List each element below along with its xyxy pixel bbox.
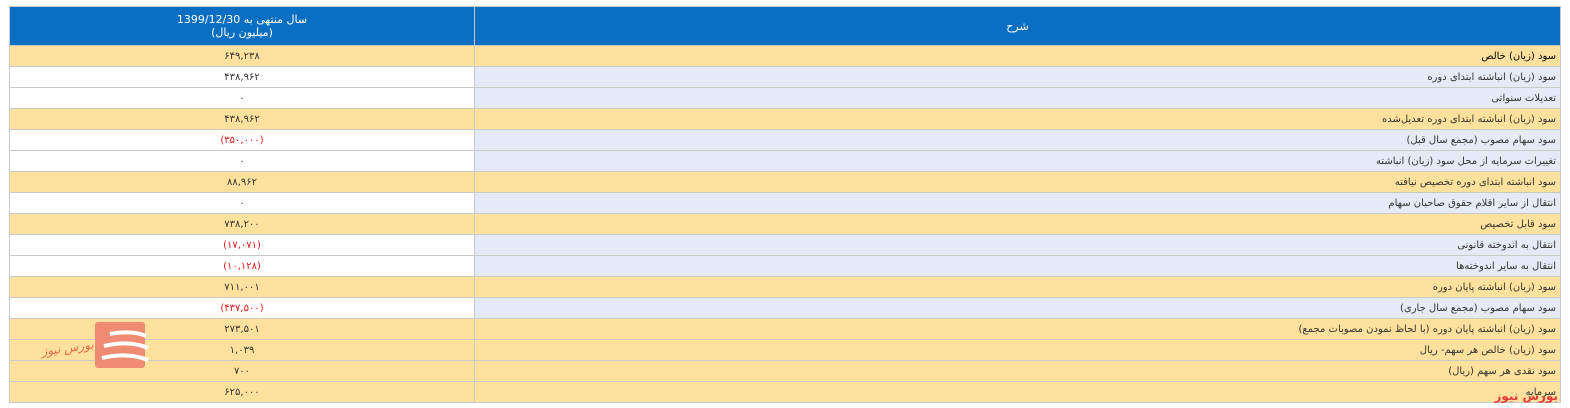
row-value: (۴۳۷,۵۰۰)	[9, 297, 475, 319]
description-column-header: شرح	[474, 6, 1561, 46]
table-row: ۸۸,۹۶۲ سود انباشته ابتدای دوره تخصیص نیاف…	[9, 171, 1561, 193]
row-value: ۷۱۱,۰۰۱	[9, 276, 475, 298]
bourse-news-logo-icon: بورس نیوز	[40, 322, 149, 368]
table-row: ۴۳۸,۹۶۲ سود (زیان) انباشته ابتدای دوره	[9, 66, 1561, 88]
row-value: ۶۴۹,۲۳۸	[9, 45, 475, 67]
row-value: ۴۳۸,۹۶۲	[9, 108, 475, 130]
row-label: سرمایه	[474, 381, 1561, 403]
row-label: سود (زیان) انباشته ابتدای دوره تعدیل‌شده	[474, 108, 1561, 130]
table-row: (۳۵۰,۰۰۰) سود سهام مصوب (مجمع سال قبل)	[9, 129, 1561, 151]
table-header-row: سال منتهی به 1399/12/30 (میلیون ریال) شر…	[9, 6, 1561, 46]
row-value: ۰	[9, 150, 475, 172]
row-label: سود قابل تخصیص	[474, 213, 1561, 235]
retained-earnings-table: سال منتهی به 1399/12/30 (میلیون ریال) شر…	[9, 6, 1561, 403]
table-row: ۲۷۳,۵۰۱ سود (زیان) انباشته پایان دوره (با…	[9, 318, 1561, 340]
watermark-text: بورس نیوز	[1494, 389, 1558, 403]
table-row: ۷۱۱,۰۰۱ سود (زیان) انباشته پایان دوره	[9, 276, 1561, 298]
row-label: سود (زیان) انباشته پایان دوره	[474, 276, 1561, 298]
logo-text: بورس نیوز	[40, 337, 95, 359]
table-row: ۴۳۸,۹۶۲ سود (زیان) انباشته ابتدای دوره تع…	[9, 108, 1561, 130]
table-row: (۱۰,۱۲۸) انتقال به سایر اندوخته‌ها	[9, 255, 1561, 277]
value-column-header: سال منتهی به 1399/12/30 (میلیون ریال)	[9, 6, 475, 46]
row-label: انتقال به اندوخته قانونی	[474, 234, 1561, 256]
row-value: (۳۵۰,۰۰۰)	[9, 129, 475, 151]
row-value: ۰	[9, 87, 475, 109]
row-value: ۸۸,۹۶۲	[9, 171, 475, 193]
table-row: ۱,۰۳۹ سود (زیان) خالص هر سهم- ریال	[9, 339, 1561, 361]
value-column-header-line1: سال منتهی به 1399/12/30	[176, 13, 308, 26]
row-label: تغییرات سرمایه از محل سود (زیان) انباشته	[474, 150, 1561, 172]
table-row: ۰ تغییرات سرمایه از محل سود (زیان) انباشت…	[9, 150, 1561, 172]
table-row: (۱۷,۰۷۱) انتقال به اندوخته قانونی	[9, 234, 1561, 256]
table-row: ۶۴۹,۲۳۸ سود (زیان) خالص	[9, 45, 1561, 67]
row-label: تعدیلات سنواتی	[474, 87, 1561, 109]
row-label: سود سهام مصوب (مجمع سال قبل)	[474, 129, 1561, 151]
row-value: ۴۳۸,۹۶۲	[9, 66, 475, 88]
row-label: انتقال به سایر اندوخته‌ها	[474, 255, 1561, 277]
row-value: ۰	[9, 192, 475, 214]
row-label: سود (زیان) خالص	[474, 45, 1561, 67]
row-value: (۱۷,۰۷۱)	[9, 234, 475, 256]
table-row: ۰ تعدیلات سنواتی	[9, 87, 1561, 109]
table-row: ۶۲۵,۰۰۰ سرمایه	[9, 381, 1561, 403]
table-row: ۷۳۸,۲۰۰ سود قابل تخصیص	[9, 213, 1561, 235]
row-label: سود نقدی هر سهم (ریال)	[474, 360, 1561, 382]
table-row: ۰ انتقال از سایر اقلام حقوق صاحبان سهام	[9, 192, 1561, 214]
row-value: (۱۰,۱۲۸)	[9, 255, 475, 277]
row-value: ۷۳۸,۲۰۰	[9, 213, 475, 235]
table-row: ۷۰۰ سود نقدی هر سهم (ریال)	[9, 360, 1561, 382]
value-column-header-line2: (میلیون ریال)	[211, 26, 273, 39]
row-label: سود انباشته ابتدای دوره تخصیص نیافته	[474, 171, 1561, 193]
table-row: (۴۳۷,۵۰۰) سود سهام مصوب (مجمع سال جاری)	[9, 297, 1561, 319]
row-label: سود (زیان) انباشته ابتدای دوره	[474, 66, 1561, 88]
row-value: ۶۲۵,۰۰۰	[9, 381, 475, 403]
row-label: انتقال از سایر اقلام حقوق صاحبان سهام	[474, 192, 1561, 214]
row-label: سود سهام مصوب (مجمع سال جاری)	[474, 297, 1561, 319]
row-label: سود (زیان) خالص هر سهم- ریال	[474, 339, 1561, 361]
row-label: سود (زیان) انباشته پایان دوره (با لحاظ ن…	[474, 318, 1561, 340]
